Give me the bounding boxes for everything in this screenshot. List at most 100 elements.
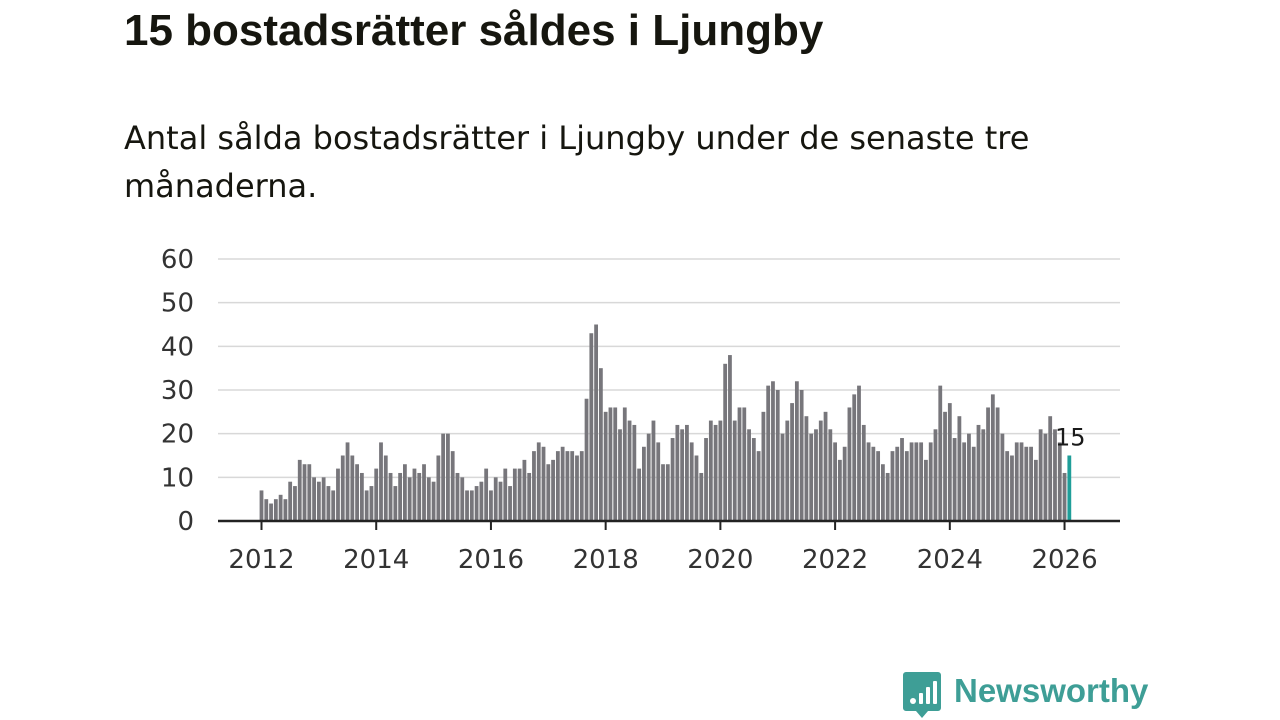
bar (1010, 455, 1014, 521)
bar (431, 481, 436, 521)
bar (656, 442, 661, 521)
bar (364, 490, 369, 521)
bar (708, 420, 713, 521)
bar (871, 446, 876, 521)
bar (316, 481, 321, 521)
bar (876, 451, 881, 521)
bar (273, 499, 278, 521)
bar (685, 424, 689, 521)
bar (823, 411, 828, 521)
bar (1057, 442, 1062, 521)
bar (321, 477, 326, 521)
bar (919, 442, 924, 521)
bar (297, 459, 302, 521)
y-tick-label: 50 (161, 289, 194, 319)
bar (1043, 433, 1048, 521)
bar (794, 381, 799, 521)
bar (704, 438, 708, 521)
bar (943, 411, 947, 521)
bar (728, 355, 732, 521)
bar (976, 424, 981, 521)
bar (579, 451, 584, 521)
bar (493, 477, 498, 521)
bar (890, 451, 895, 521)
bar (383, 455, 388, 521)
bar (761, 411, 766, 521)
bar (503, 468, 508, 521)
bar (1062, 472, 1067, 521)
x-tick-label: 2022 (802, 545, 868, 575)
bar (608, 407, 613, 521)
bar (990, 394, 995, 521)
bar (689, 442, 694, 521)
newsworthy-logo: Newsworthy (902, 670, 1148, 720)
bar (555, 451, 560, 521)
newsworthy-logo-icon (903, 672, 941, 718)
bar (536, 442, 541, 521)
chart-subtitle: Antal sålda bostadsrätter i Ljungby unde… (124, 119, 1030, 205)
bar (995, 407, 1000, 521)
bar (345, 442, 350, 521)
bar (632, 424, 637, 521)
x-tick-label: 2026 (1031, 545, 1097, 575)
bar (312, 477, 316, 521)
x-tick-label: 2024 (917, 545, 983, 575)
bar (952, 438, 957, 521)
bar (866, 442, 871, 521)
bar (675, 424, 680, 521)
bar (737, 407, 742, 521)
bar (814, 429, 818, 521)
bar (336, 468, 340, 521)
bar (259, 490, 264, 521)
bar (622, 407, 627, 521)
bar (489, 490, 493, 521)
bar (479, 481, 484, 521)
bar (450, 451, 455, 521)
bar (847, 407, 852, 521)
bar (637, 468, 642, 521)
bar (833, 442, 837, 521)
bar (1053, 429, 1057, 521)
bar (837, 459, 842, 521)
bar (775, 390, 780, 521)
bar-chart: 0 10 20 30 40 50 60 2012 2014 2016 2018 2020 2022 202… (161, 245, 1120, 575)
bar (938, 385, 943, 521)
bar (598, 368, 603, 521)
bar (646, 433, 651, 521)
bar (900, 438, 904, 521)
bar (1024, 446, 1029, 521)
bar (1038, 429, 1043, 521)
bar (828, 429, 833, 521)
bar (340, 455, 345, 521)
bar (861, 424, 866, 521)
bar (469, 490, 474, 521)
bar (799, 390, 804, 521)
bar (551, 459, 555, 521)
bar (613, 407, 618, 521)
y-tick-label: 60 (161, 245, 194, 275)
bar (355, 464, 359, 521)
y-tick-label: 20 (161, 420, 194, 450)
bar (694, 455, 699, 521)
bar (594, 324, 598, 521)
bar (269, 503, 273, 521)
bar (288, 481, 293, 521)
bar (651, 420, 656, 521)
bar (785, 420, 790, 521)
bar (474, 486, 479, 521)
bar (962, 442, 967, 521)
bar (283, 499, 288, 521)
bar (517, 468, 522, 521)
bar (742, 407, 747, 521)
bar (909, 442, 914, 521)
bar (928, 442, 933, 521)
x-tick-label: 2018 (573, 545, 639, 575)
bar (484, 468, 489, 521)
bar (441, 433, 446, 521)
bar (842, 446, 847, 521)
bar (804, 416, 809, 521)
bar (398, 472, 403, 521)
bar (1029, 446, 1033, 521)
bar (417, 472, 422, 521)
bar (718, 420, 723, 521)
